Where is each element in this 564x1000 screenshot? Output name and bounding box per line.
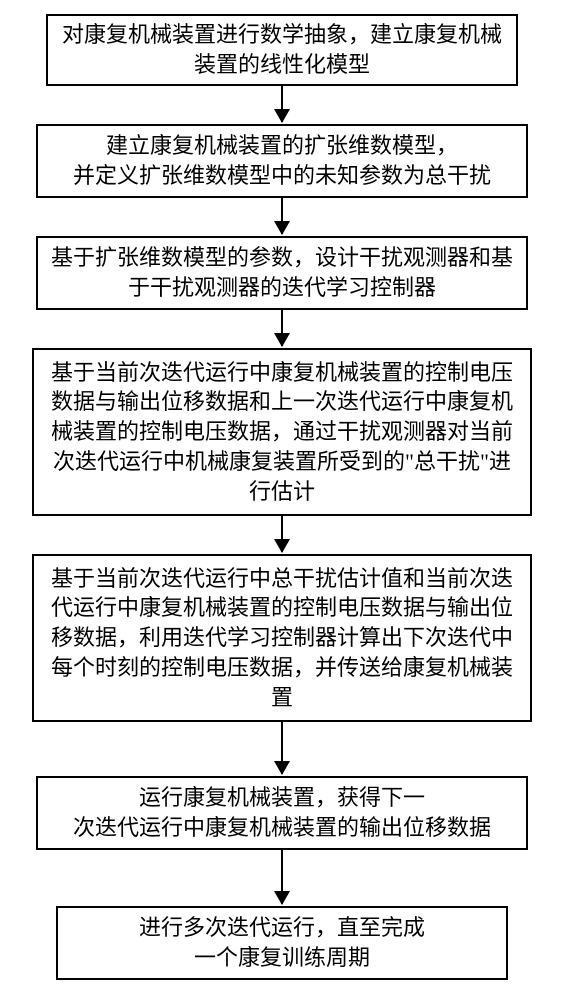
node-6-text: 运行康复机械装置，获得下一 次迭代运行中康复机械装置的输出位移数据 — [73, 783, 491, 842]
flowchart-canvas: 对康复机械装置进行数学抽象，建立康复机械装置的线性化模型 建立康复机械装置的扩张… — [0, 0, 564, 1000]
flowchart-node-3: 基于扩张维数模型的参数，设计干扰观测器和基于干扰观测器的迭代学习控制器 — [36, 236, 528, 310]
node-7-text: 进行多次迭代运行，直至完成 一个康复训练周期 — [139, 913, 425, 972]
arrow-3-4 — [281, 310, 283, 346]
arrow-5-6 — [281, 722, 283, 774]
arrow-4-5 — [281, 516, 283, 552]
flowchart-node-2: 建立康复机械装置的扩张维数模型， 并定义扩张维数模型中的未知参数为总干扰 — [36, 124, 528, 198]
flowchart-node-5: 基于当前次迭代运行中总干扰估计值和当前次迭代运行中康复机械装置的控制电压数据与输… — [32, 554, 532, 722]
flowchart-node-1: 对康复机械装置进行数学抽象，建立康复机械装置的线性化模型 — [46, 14, 518, 86]
node-3-text: 基于扩张维数模型的参数，设计干扰观测器和基于干扰观测器的迭代学习控制器 — [48, 243, 516, 302]
node-1-text: 对康复机械装置进行数学抽象，建立康复机械装置的线性化模型 — [58, 20, 506, 79]
node-4-text: 基于当前次迭代运行中康复机械装置的控制电压数据与输出位移数据和上一次迭代运行中康… — [44, 358, 520, 506]
arrow-1-2 — [281, 86, 283, 122]
node-5-text: 基于当前次迭代运行中总干扰估计值和当前次迭代运行中康复机械装置的控制电压数据与输… — [44, 564, 520, 712]
flowchart-node-7: 进行多次迭代运行，直至完成 一个康复训练周期 — [56, 906, 508, 980]
flowchart-node-4: 基于当前次迭代运行中康复机械装置的控制电压数据与输出位移数据和上一次迭代运行中康… — [32, 348, 532, 516]
arrow-2-3 — [281, 198, 283, 234]
flowchart-node-6: 运行康复机械装置，获得下一 次迭代运行中康复机械装置的输出位移数据 — [36, 776, 528, 850]
node-2-text: 建立康复机械装置的扩张维数模型， 并定义扩张维数模型中的未知参数为总干扰 — [73, 131, 491, 190]
arrow-6-7 — [281, 850, 283, 904]
